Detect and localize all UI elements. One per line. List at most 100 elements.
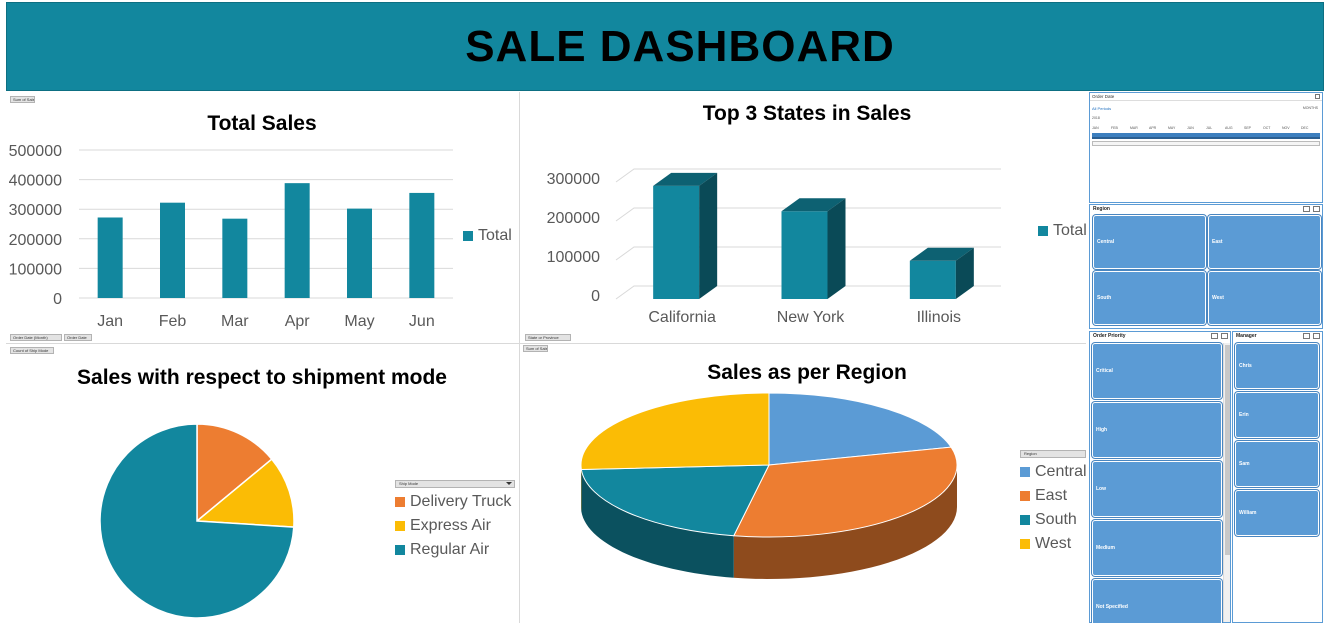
- legend-swatch: [395, 497, 405, 507]
- chart-title: Top 3 States in Sales: [702, 102, 912, 125]
- legend-swatch: [395, 545, 405, 555]
- chart-legend: Total: [1038, 219, 1087, 243]
- timeline-month-label[interactable]: AUG: [1225, 126, 1233, 130]
- x-tick-label: California: [648, 309, 716, 326]
- legend-item: Total: [463, 224, 512, 248]
- timeline-month-label[interactable]: FEB: [1111, 126, 1118, 130]
- timeline-selection-bar[interactable]: [1092, 133, 1320, 139]
- slicer-title: Region: [1093, 206, 1110, 212]
- x-tick-label: Mar: [221, 313, 249, 330]
- scrollbar-thumb[interactable]: [1225, 345, 1230, 555]
- timeline-month-label[interactable]: SEP: [1244, 126, 1252, 130]
- timeline-year: 2018: [1092, 116, 1100, 120]
- region-pie-plot: [580, 392, 958, 579]
- legend-swatch: [1038, 226, 1048, 236]
- chart-title: Total Sales: [207, 112, 317, 135]
- slicer-scrollbar[interactable]: [1223, 343, 1230, 622]
- y-tick-label: 0: [591, 288, 600, 305]
- clear-filter-icon[interactable]: [1313, 333, 1320, 339]
- manager-slicer-item-william[interactable]: William: [1235, 490, 1319, 536]
- bar: [409, 192, 435, 298]
- time-level-selector[interactable]: MONTHS: [1302, 106, 1318, 110]
- manager-slicer-item-sam[interactable]: Sam: [1235, 441, 1319, 487]
- clear-filter-icon[interactable]: [1315, 94, 1320, 99]
- legend-swatch: [1020, 539, 1030, 549]
- count-of-ship-mode-field-button[interactable]: Count of Ship Mode: [10, 347, 54, 354]
- order-date-month-field-button[interactable]: Order Date (Month): [10, 334, 62, 341]
- slicer-header: Order Priority: [1090, 332, 1230, 341]
- manager-slicer-item-chris[interactable]: Chris: [1235, 343, 1319, 389]
- bar: [160, 202, 185, 298]
- bar-top: [909, 247, 974, 261]
- priority-slicer-item-high[interactable]: High: [1092, 402, 1222, 458]
- legend-label: Central: [1035, 463, 1086, 480]
- x-tick-label: May: [344, 313, 374, 330]
- chart-legend: Region Central East South West: [1020, 450, 1086, 556]
- bar-side: [955, 247, 974, 299]
- legend-field-label: Region: [1024, 451, 1037, 456]
- timeline-month-label[interactable]: MAY: [1168, 126, 1176, 130]
- clear-filter-icon[interactable]: [1313, 206, 1320, 212]
- total-sales-chart: Sum of Sales Total Sales 500000 400000 300…: [6, 94, 518, 342]
- bar: [222, 218, 248, 298]
- legend-label: Regular Air: [410, 541, 490, 558]
- slicer-header: Manager: [1233, 332, 1322, 341]
- legend-label: South: [1035, 511, 1077, 528]
- region-slicer-item-central[interactable]: Central: [1093, 215, 1206, 269]
- manager-slicer: Manager Chris Erin Sam William: [1232, 331, 1323, 623]
- legend-label: East: [1035, 487, 1068, 504]
- y-tick-label: 200000: [547, 210, 600, 227]
- chart-title: Sales with respect to shipment mode: [77, 366, 447, 389]
- legend-label: West: [1035, 535, 1072, 552]
- pie-slice: [195, 458, 295, 528]
- chart-title: Sales as per Region: [707, 361, 907, 384]
- timeline-month-label[interactable]: JAN: [1092, 126, 1099, 130]
- timeline-title: Order Date: [1092, 94, 1115, 99]
- ship-mode-field-button[interactable]: Ship Mode: [395, 480, 515, 488]
- legend-item: Regular Air: [395, 538, 515, 562]
- clear-filter-icon[interactable]: [1221, 333, 1228, 339]
- legend-items: Central East South West: [1020, 460, 1086, 556]
- region-slicer-item-south[interactable]: South: [1093, 271, 1206, 325]
- timeline-month-label[interactable]: NOV: [1282, 126, 1290, 130]
- bar: [909, 260, 956, 299]
- timeline-month-label[interactable]: JUN: [1187, 126, 1194, 130]
- priority-slicer-item-low[interactable]: Low: [1092, 461, 1222, 517]
- all-periods-label[interactable]: All Periods: [1092, 106, 1112, 111]
- region-field-button[interactable]: Region: [1020, 450, 1086, 458]
- order-date-field-button[interactable]: Order Date: [64, 334, 92, 341]
- legend-label: Total: [478, 227, 512, 244]
- timeline-month-label[interactable]: DEC: [1301, 126, 1309, 130]
- sum-of-sales-field-button[interactable]: Sum of Sales: [523, 345, 548, 352]
- y-tick-label: 300000: [547, 171, 600, 188]
- region-slicer: Region Central East South West: [1089, 204, 1323, 329]
- multi-select-icon[interactable]: [1211, 333, 1218, 339]
- priority-slicer-item-not-specified[interactable]: Not Specified: [1092, 579, 1222, 623]
- region-sales-chart: Sum of Sales Sales as per Region Region …: [521, 345, 1087, 623]
- legend-swatch: [1020, 467, 1030, 477]
- dropdown-arrow-icon: [506, 482, 512, 485]
- priority-slicer-item-medium[interactable]: Medium: [1092, 520, 1222, 576]
- region-slicer-item-west[interactable]: West: [1208, 271, 1321, 325]
- manager-slicer-item-erin[interactable]: Erin: [1235, 392, 1319, 438]
- timeline-month-label[interactable]: APR: [1149, 126, 1157, 130]
- state-or-province-field-button[interactable]: State or Province: [525, 334, 571, 341]
- timeline-scrollbar[interactable]: [1092, 141, 1320, 146]
- multi-select-icon[interactable]: [1303, 206, 1310, 212]
- pie-slice: [196, 423, 273, 523]
- panel-divider: [6, 343, 1086, 344]
- total-sales-plot: 500000 400000 300000 200000 100000 0 Jan Feb Mar…: [9, 143, 453, 330]
- pie-slice: [580, 464, 770, 537]
- priority-slicer-item-critical[interactable]: Critical: [1092, 343, 1222, 399]
- y-tick-label: 0: [53, 291, 62, 308]
- multi-select-icon[interactable]: [1303, 333, 1310, 339]
- legend-item: Delivery Truck: [395, 490, 515, 514]
- sum-of-sales-field-button[interactable]: Sum of Sales: [10, 96, 35, 103]
- timeline-month-label[interactable]: JUL: [1206, 126, 1213, 130]
- region-slicer-item-east[interactable]: East: [1208, 215, 1321, 269]
- timeline-month-label[interactable]: MAR: [1130, 126, 1138, 130]
- timeline-month-label[interactable]: OCT: [1263, 126, 1271, 130]
- pie-slice: [580, 392, 770, 471]
- legend-swatch: [1020, 515, 1030, 525]
- legend-item: East: [1020, 484, 1086, 508]
